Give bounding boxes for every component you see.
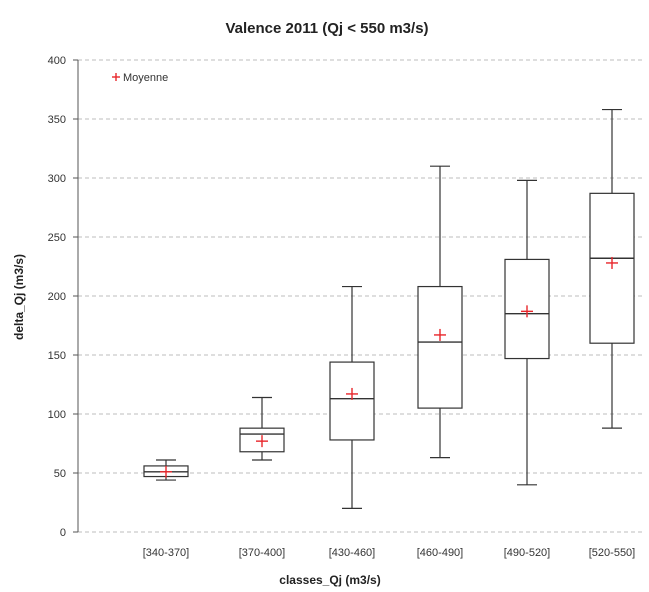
x-axis-ticks: [340-370] [370-400] [430-460] [460-490] [490… <box>143 547 635 559</box>
x-axis-label: classes_Qj (m3/s) <box>279 573 380 587</box>
y-tick-label: 0 <box>60 527 66 539</box>
y-tick-label: 350 <box>48 114 66 126</box>
iqr-box <box>329 361 375 441</box>
y-tick-label: 50 <box>54 468 66 480</box>
x-tick-label: [340-370] <box>143 547 189 559</box>
x-tick-label: [370-400] <box>239 547 285 559</box>
legend-label: Moyenne <box>123 72 168 84</box>
y-tick-label: 250 <box>48 232 66 244</box>
legend: Moyenne <box>112 72 168 84</box>
y-axis-label: delta_Qj (m3/s) <box>12 254 26 340</box>
y-tick-label: 300 <box>48 173 66 185</box>
x-tick-label: [430-460] <box>329 547 375 559</box>
box-3 <box>329 285 375 509</box>
box-2 <box>239 396 285 461</box>
y-axis-ticks: 0 50 100 150 200 250 300 350 400 <box>48 55 79 539</box>
x-tick-label: [460-490] <box>417 547 463 559</box>
box-4 <box>417 165 463 459</box>
box-6 <box>589 108 635 429</box>
x-tick-label: [520-550] <box>589 547 635 559</box>
box-5 <box>504 179 550 486</box>
box-1 <box>143 459 189 481</box>
y-tick-label: 100 <box>48 409 66 421</box>
x-tick-label: [490-520] <box>504 547 550 559</box>
chart-title: Valence 2011 (Qj < 550 m3/s) <box>225 20 428 37</box>
y-tick-label: 200 <box>48 291 66 303</box>
y-tick-label: 150 <box>48 350 66 362</box>
grid <box>78 59 644 533</box>
boxes <box>143 108 635 509</box>
y-tick-label: 400 <box>48 55 66 67</box>
iqr-box <box>417 285 463 409</box>
